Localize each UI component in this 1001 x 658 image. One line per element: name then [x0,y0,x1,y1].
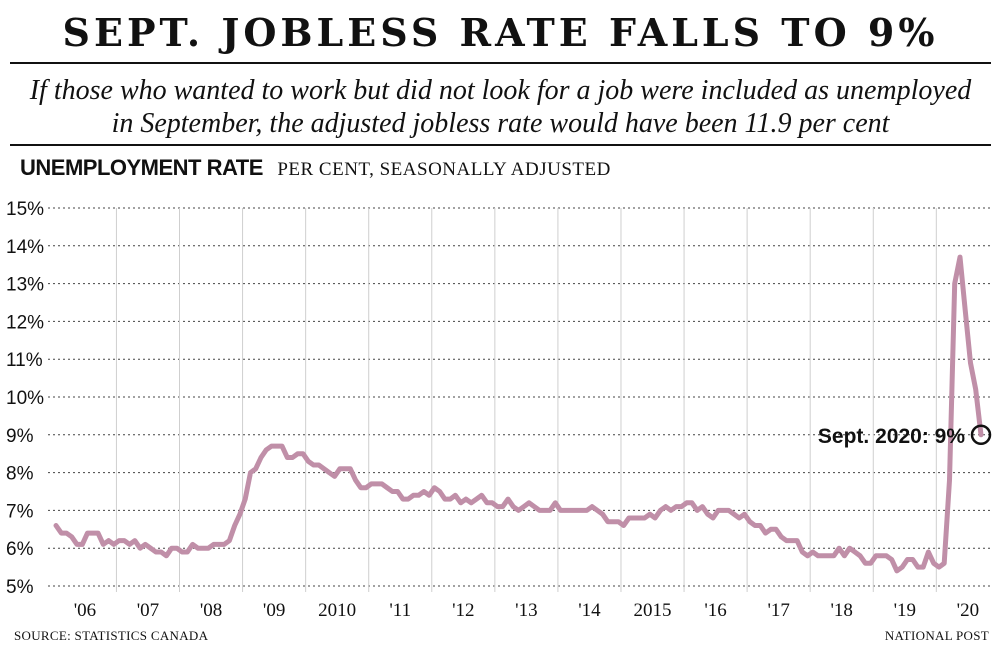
annotation-label: Sept. 2020: 9% [818,425,965,448]
x-tick-label: '16 [704,600,726,621]
annotation-layer: Sept. 2020: 9% [818,424,992,448]
y-axis-ticks: 5% 6% 7% 8% 9% 10% 11% 12% 13% 14% 15% [6,199,44,598]
x-tick-label: '17 [767,600,789,621]
x-tick-label: '07 [137,600,159,621]
x-tick-label: '09 [263,600,285,621]
bottom-divider [10,144,991,146]
y-tick-label: 8% [6,464,34,485]
chart-title: SEPT. JOBLESS RATE FALLS TO 9% [62,10,939,55]
x-tick-label: '18 [831,600,853,621]
y-tick-label: 15% [6,199,44,220]
chart-subtitle: If those who wanted to work but did not … [0,74,1001,140]
y-tick-label: 14% [6,237,44,258]
chart-label: UNEMPLOYMENT RATE PER CENT, SEASONALLY A… [20,155,611,181]
x-tick-label: 2010 [318,600,356,621]
x-tick-label: '06 [74,600,96,621]
y-tick-label: 11% [6,350,43,371]
publisher-credit: NATIONAL POST [884,628,989,643]
series-line [53,254,984,574]
y-tick-label: 7% [6,501,34,522]
x-tick-label: '08 [200,600,222,621]
x-tick-label: 2015 [634,600,672,621]
x-axis-ticks: '06 '07 '08 '09 2010 '11 '12 '13 '14 2015 '16 '17 '1… [74,600,979,621]
subtitle-line-1: If those who wanted to work but did not … [29,75,972,106]
source-note: SOURCE: STATISTICS CANADA [14,628,209,643]
y-tick-label: 6% [6,539,34,560]
x-tick-label: '13 [515,600,537,621]
subtitle-line-2: in September, the adjusted jobless rate … [111,108,890,139]
y-tick-label: 13% [6,275,44,296]
chart-label-units: PER CENT, SEASONALLY ADJUSTED [277,159,611,180]
y-tick-label: 5% [6,577,34,598]
y-tick-label: 10% [6,388,44,409]
y-tick-label: 12% [6,312,44,333]
x-tick-label: '11 [389,600,411,621]
chart-label-bold: UNEMPLOYMENT RATE [20,155,263,180]
x-tick-label: '20 [957,600,979,621]
series-layer [53,254,984,574]
y-tick-label: 9% [6,426,34,447]
top-divider [10,62,991,64]
x-tick-label: '12 [452,600,474,621]
grid [48,207,992,592]
x-tick-label: '19 [894,600,916,621]
annotation-marker [970,424,992,446]
x-tick-label: '14 [578,600,601,621]
